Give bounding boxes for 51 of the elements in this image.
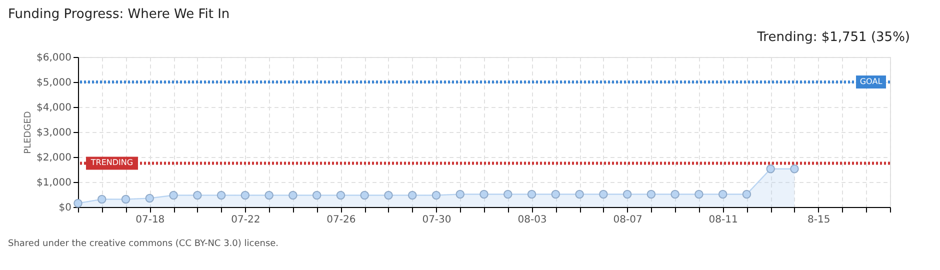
y-axis-title: PLEDGED: [24, 111, 34, 154]
point: [742, 190, 752, 199]
y-tick-label: $5,000: [36, 78, 72, 88]
point: [527, 190, 536, 199]
point: [408, 190, 417, 200]
point: [718, 190, 728, 199]
point: [622, 190, 632, 199]
point: [766, 164, 775, 174]
y-tick-label: $6,000: [36, 52, 72, 64]
point: [145, 194, 154, 203]
y-tick-label: $4,000: [36, 102, 72, 114]
point: [98, 194, 106, 204]
ref-line-label: GOAL: [860, 77, 883, 86]
point: [216, 190, 226, 200]
x-tick-label: 08-11: [708, 214, 738, 226]
x-tick-label: 07-18: [136, 214, 165, 226]
point: [193, 190, 202, 200]
point: [790, 164, 799, 174]
y-tick-label: $3,000: [36, 128, 72, 138]
point: [432, 190, 441, 200]
y-tick-label: $1,000: [36, 178, 72, 188]
point: [264, 190, 274, 200]
x-tick-label: 08-03: [518, 214, 547, 226]
point: [240, 190, 250, 200]
point: [646, 190, 656, 199]
point: [551, 190, 560, 199]
point: [288, 190, 298, 200]
y-tick-label: $2,000: [36, 152, 72, 164]
chart-title: Funding Progress: Where We Fit In: [8, 7, 230, 22]
point: [575, 190, 584, 199]
text: Trending: $1,751 (35%): [756, 30, 910, 45]
point: [599, 190, 608, 199]
point: [670, 190, 680, 199]
point: [384, 190, 393, 200]
y-tick-label: $0: [58, 202, 72, 214]
x-tick-label: 08-07: [613, 214, 642, 226]
point: [121, 194, 130, 204]
x-tick-label: 8-15: [808, 214, 830, 226]
point: [456, 190, 464, 199]
point: [360, 190, 369, 200]
text: Shared under the creative commons (CC BY-NC 3.0) license.: [8, 239, 279, 249]
x-tick-label: 07-26: [326, 214, 356, 226]
point: [336, 190, 346, 200]
point: [480, 190, 488, 199]
point: [694, 190, 704, 199]
ref-line-label: TRENDING: [90, 158, 134, 168]
x-tick-label: 07-30: [422, 214, 452, 226]
x-tick-label: 07-22: [231, 214, 260, 226]
point: [169, 190, 178, 200]
point: [312, 190, 322, 200]
point: [504, 190, 512, 199]
